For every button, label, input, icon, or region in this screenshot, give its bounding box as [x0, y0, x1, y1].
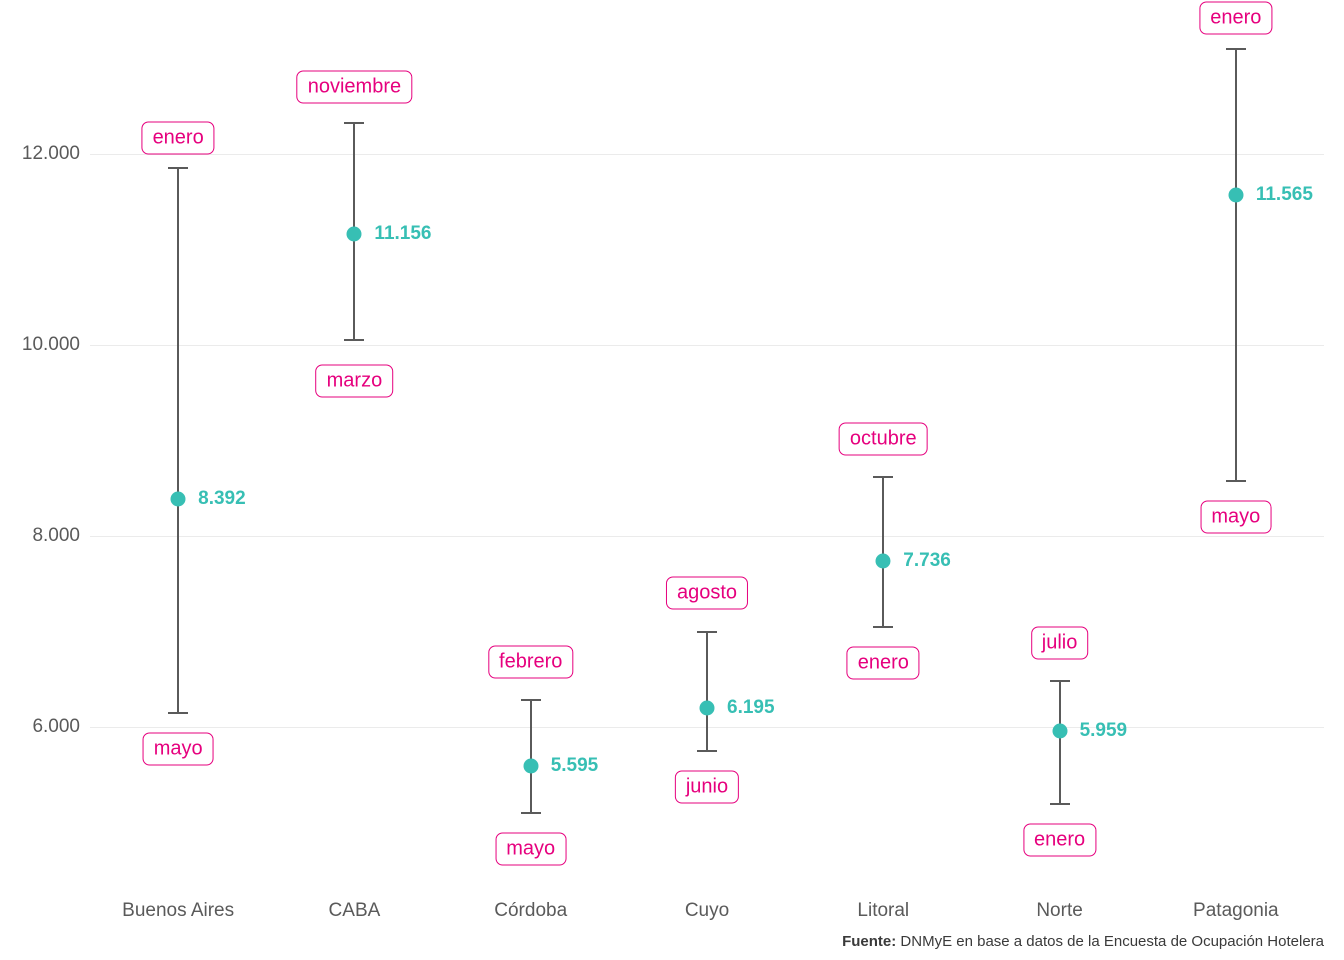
whisker: [1226, 480, 1246, 482]
high-month-label: noviembre: [297, 70, 412, 103]
high-month-label: agosto: [666, 577, 748, 610]
range-line: [882, 477, 884, 627]
high-month-label: enero: [142, 121, 215, 154]
whisker: [1226, 48, 1246, 50]
mean-dot: [1052, 724, 1067, 739]
mean-value-label: 7.736: [903, 550, 951, 572]
whisker: [697, 631, 717, 633]
mean-value-label: 11.156: [374, 223, 431, 245]
mean-dot: [876, 554, 891, 569]
range-line: [530, 700, 532, 813]
low-month-label: mayo: [1200, 500, 1271, 533]
whisker: [697, 750, 717, 752]
y-tick-label: 10.000: [10, 334, 80, 356]
whisker: [168, 712, 188, 714]
high-month-label: octubre: [839, 422, 928, 455]
low-month-label: marzo: [316, 365, 394, 398]
low-month-label: mayo: [495, 833, 566, 866]
mean-dot: [523, 758, 538, 773]
mean-dot: [347, 227, 362, 242]
mean-dot: [700, 701, 715, 716]
whisker: [344, 339, 364, 341]
range-line: [1059, 681, 1061, 803]
whisker: [873, 626, 893, 628]
x-tick-label: Norte: [1036, 900, 1082, 922]
whisker: [1050, 803, 1070, 805]
low-month-label: mayo: [143, 733, 214, 766]
range-line: [177, 168, 179, 713]
gridline: [90, 154, 1324, 155]
low-month-label: enero: [1023, 823, 1096, 856]
whisker: [344, 122, 364, 124]
mean-dot: [171, 491, 186, 506]
x-tick-label: Litoral: [857, 900, 909, 922]
low-month-label: enero: [847, 647, 920, 680]
mean-value-label: 5.959: [1080, 720, 1128, 742]
whisker: [168, 167, 188, 169]
high-month-label: enero: [1199, 2, 1272, 35]
gridline: [90, 345, 1324, 346]
high-month-label: julio: [1031, 627, 1089, 660]
gridline: [90, 536, 1324, 537]
mean-value-label: 8.392: [198, 488, 246, 510]
mean-value-label: 6.195: [727, 697, 775, 719]
mean-value-label: 11.565: [1256, 184, 1313, 206]
y-tick-label: 12.000: [10, 143, 80, 165]
high-month-label: febrero: [488, 646, 573, 679]
mean-dot: [1228, 188, 1243, 203]
x-tick-label: Buenos Aires: [122, 900, 234, 922]
pointrange-chart: 6.000 8.000 10.000 12.000 8.392 enero mayo Buen…: [0, 0, 1344, 960]
x-tick-label: CABA: [329, 900, 381, 922]
range-line: [1235, 49, 1237, 481]
x-tick-label: Patagonia: [1193, 900, 1279, 922]
y-tick-label: 8.000: [10, 525, 80, 547]
source-text: DNMyE en base a datos de la Encuesta de …: [896, 933, 1324, 950]
x-tick-label: Córdoba: [494, 900, 567, 922]
y-tick-label: 6.000: [10, 716, 80, 738]
range-line: [706, 632, 708, 751]
low-month-label: junio: [675, 771, 739, 804]
whisker: [521, 812, 541, 814]
source-note: Fuente: DNMyE en base a datos de la Encu…: [842, 933, 1324, 950]
mean-value-label: 5.595: [551, 755, 599, 777]
source-label: Fuente:: [842, 933, 896, 950]
whisker: [521, 699, 541, 701]
whisker: [873, 476, 893, 478]
whisker: [1050, 680, 1070, 682]
x-tick-label: Cuyo: [685, 900, 729, 922]
